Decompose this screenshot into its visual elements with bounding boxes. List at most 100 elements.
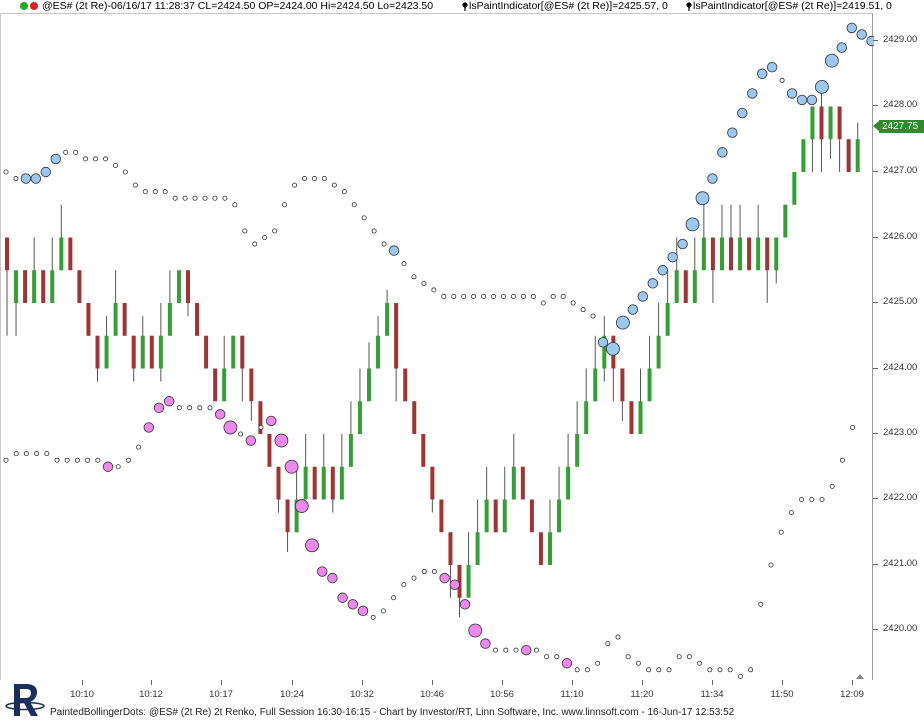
time-axis[interactable]: 10:10 10:12 10:17 10:24 10:32 10:46 10:5… xyxy=(0,680,924,706)
candle-up xyxy=(484,499,489,533)
lower-band-dot xyxy=(214,409,226,420)
upper-band-dot xyxy=(93,156,99,162)
upper-band-dot xyxy=(590,313,596,319)
lower-band-dot xyxy=(431,569,437,575)
lower-band-dot xyxy=(64,457,70,463)
time-tick xyxy=(292,680,293,685)
lower-band-dot xyxy=(305,538,319,553)
candle-up xyxy=(466,565,471,598)
time-label: 10:24 xyxy=(280,689,304,700)
lower-band-dot xyxy=(625,654,631,660)
lower-band-dot xyxy=(187,405,193,411)
lower-band-dot xyxy=(317,566,328,577)
upper-band-dot xyxy=(550,293,556,299)
candle-up xyxy=(584,401,589,434)
candle-up xyxy=(104,335,109,369)
lower-band-dot xyxy=(411,575,417,581)
upper-band-dot xyxy=(292,182,298,188)
time-label: 10:32 xyxy=(350,689,374,700)
lower-band-dot xyxy=(449,579,461,590)
lower-band-dot xyxy=(544,654,550,660)
candle-down xyxy=(77,270,82,303)
status-red-icon[interactable] xyxy=(30,2,38,10)
upper-band-dot xyxy=(471,293,477,299)
upper-band-dot xyxy=(685,217,700,232)
lower-band-dot xyxy=(737,673,743,679)
upper-band-dot xyxy=(162,189,168,195)
lower-band-dot xyxy=(778,529,784,535)
upper-band-dot xyxy=(341,189,347,195)
lower-band-dot xyxy=(748,667,754,673)
candle-up xyxy=(810,106,815,140)
upper-band-dot xyxy=(411,274,417,280)
candle-up xyxy=(557,499,562,533)
candle-down xyxy=(149,335,154,369)
upper-band-dot xyxy=(331,182,337,188)
lower-band-dot xyxy=(707,667,713,673)
lower-band-dot xyxy=(635,660,641,666)
price-chart-pane[interactable] xyxy=(0,13,877,680)
candle-up xyxy=(176,270,181,303)
candle-down xyxy=(629,401,634,434)
candle-up xyxy=(231,335,236,369)
upper-band-dot xyxy=(647,278,658,289)
lower-band-dot xyxy=(44,451,50,457)
upper-band-dot xyxy=(20,173,32,184)
candle-up xyxy=(339,466,344,500)
upper-band-dot xyxy=(815,79,829,94)
candle-down xyxy=(213,368,218,402)
lower-band-dot xyxy=(809,496,815,502)
lower-band-dot xyxy=(266,415,277,427)
upper-band-dot xyxy=(122,169,128,175)
lower-band-dot xyxy=(439,572,450,584)
price-label: 2426.00 xyxy=(883,231,918,242)
price-label: 2424.00 xyxy=(883,362,918,373)
lower-band-dot xyxy=(95,457,101,463)
investor-rt-logo xyxy=(4,680,46,720)
upper-band-dot xyxy=(540,300,546,306)
scroll-end-marker-icon[interactable] xyxy=(856,674,864,679)
pin-icon[interactable] xyxy=(686,2,692,11)
price-axis[interactable]: 2429.00 2428.00 2427.00 2426.00 2425.00 … xyxy=(873,13,924,680)
upper-band-dot xyxy=(252,241,258,247)
upper-band-dot xyxy=(500,293,506,299)
candle-up xyxy=(167,303,172,336)
candle-down xyxy=(538,532,543,565)
upper-band-dot xyxy=(401,261,407,267)
lower-band-dot xyxy=(136,444,142,450)
lower-band-dot xyxy=(656,667,662,673)
upper-band-dot xyxy=(232,202,238,208)
pin-icon[interactable] xyxy=(462,2,468,11)
status-green-icon[interactable] xyxy=(20,2,28,10)
lower-band-dot xyxy=(717,667,723,673)
upper-band-dot xyxy=(481,293,487,299)
candle-down xyxy=(403,368,408,402)
upper-band-dot xyxy=(461,293,467,299)
price-tick xyxy=(873,302,878,303)
time-label: 10:12 xyxy=(139,689,163,700)
price-label: 2420.00 xyxy=(883,623,918,634)
candle-up xyxy=(32,270,37,303)
candle-up xyxy=(566,466,571,500)
candle-up xyxy=(792,172,797,205)
time-label: 10:17 xyxy=(209,689,233,700)
candle-up xyxy=(14,270,19,303)
upper-band-dot xyxy=(757,68,768,79)
time-tick xyxy=(852,680,853,685)
lower-band-dot xyxy=(238,431,244,437)
candle-down xyxy=(186,270,190,303)
lower-band-dot xyxy=(605,641,611,647)
upper-band-dot xyxy=(212,195,218,201)
price-label: 2423.00 xyxy=(883,427,918,438)
upper-band-dot xyxy=(627,304,639,315)
lower-band-dot xyxy=(480,638,491,649)
candle-down xyxy=(846,139,851,172)
upper-band-dot xyxy=(103,156,109,162)
price-tick xyxy=(873,171,878,172)
candle-up xyxy=(593,368,598,402)
time-label: 10:46 xyxy=(420,689,444,700)
candle-up xyxy=(294,499,299,533)
lower-band-dot xyxy=(115,464,121,470)
time-tick xyxy=(151,680,152,685)
candle-down xyxy=(520,466,525,500)
